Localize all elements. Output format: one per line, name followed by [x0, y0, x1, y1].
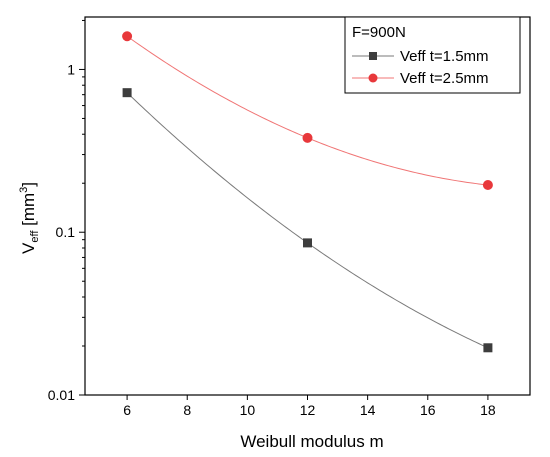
fit-curve-series-1 — [126, 92, 489, 349]
legend: F=900N Veff t=1.5mm Veff t=2.5mm — [344, 16, 521, 94]
x-tick-label: 14 — [360, 402, 376, 418]
y-tick-label: 0.1 — [56, 224, 76, 240]
data-point-series-2 — [122, 31, 133, 42]
x-tick-label: 8 — [183, 402, 191, 418]
y-tick-label: 0.01 — [48, 387, 75, 403]
data-point-series-1 — [303, 238, 312, 248]
legend-marker-series-1 — [369, 52, 377, 60]
data-markers — [122, 31, 493, 353]
legend-label-series-1: Veff t=1.5mm — [400, 48, 489, 65]
data-point-series-1 — [483, 343, 493, 353]
x-tick-label: 18 — [480, 402, 496, 418]
y-axis-ticks: 0.01 0.1 1 — [48, 19, 85, 403]
x-tick-label: 12 — [300, 402, 316, 418]
x-axis-ticks: 6 8 10 12 14 16 18 — [123, 395, 496, 418]
data-point-series-2 — [482, 180, 493, 191]
legend-label-series-2: Veff t=2.5mm — [400, 70, 489, 87]
x-tick-label: 16 — [420, 402, 436, 418]
x-axis-title: Weibull modulus m — [240, 432, 383, 451]
data-point-series-1 — [122, 88, 132, 98]
data-point-series-2 — [302, 132, 313, 143]
x-tick-label: 6 — [123, 402, 131, 418]
x-tick-label: 10 — [240, 402, 256, 418]
legend-title: F=900N — [352, 24, 406, 41]
y-tick-label: 1 — [67, 61, 75, 77]
legend-marker-series-2 — [368, 73, 378, 83]
y-axis-title: Veff [mm3] — [18, 182, 41, 254]
